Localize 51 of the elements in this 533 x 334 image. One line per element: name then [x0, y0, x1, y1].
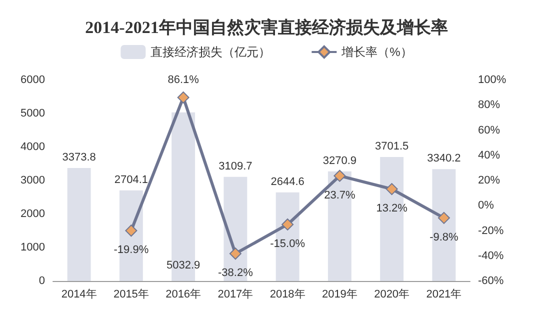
bar [67, 168, 91, 281]
x-tick-label: 2018年 [270, 288, 306, 300]
y2-tick-label: 80% [478, 99, 500, 112]
y2-tick-label: 60% [478, 124, 500, 136]
y-tick-label: 3000 [20, 174, 45, 186]
point [386, 183, 398, 196]
x-tick-label: 2020年 [374, 288, 410, 300]
data-label: 13.2% [376, 202, 408, 215]
data-label: -9.8% [430, 231, 459, 244]
y-tick-label: 5000 [20, 108, 45, 120]
x-tick-label: 2017年 [218, 288, 254, 300]
data-label: 2644.6 [270, 176, 304, 188]
x-tick-label: 2016年 [166, 288, 202, 300]
x-tick-label: 2019年 [322, 288, 358, 300]
data-label: -15.0% [270, 238, 306, 250]
data-label: -38.2% [218, 267, 254, 280]
point [177, 91, 190, 104]
data-label: 5032.9 [166, 260, 200, 272]
y2-tick-label: -40% [478, 250, 504, 262]
data-label: -19.9% [114, 244, 149, 256]
data-label: 3109.7 [218, 160, 252, 172]
y-tick-label: 6000 [20, 74, 45, 86]
y-tick-label: 0 [38, 275, 45, 287]
x-tick-label: 2021年 [426, 288, 462, 300]
data-label: 3701.5 [374, 140, 409, 152]
legend-label: 增长率（%） [340, 45, 412, 59]
y2-tick-label: 20% [478, 174, 500, 186]
chart-title: 2014-2021年中国自然灾害直接经济损失及增长率 [85, 18, 448, 37]
data-label: 2704.1 [114, 174, 148, 186]
data-label: 23.7% [324, 189, 356, 202]
point [282, 218, 294, 230]
y2-tick-label: -20% [478, 224, 504, 237]
point [438, 212, 450, 224]
data-label: 3373.8 [62, 151, 96, 164]
y2-tick-label: 0% [478, 200, 494, 212]
legend-label: 直接经济损失（亿元） [150, 45, 271, 59]
x-tick-label: 2015年 [113, 288, 149, 300]
point [334, 170, 346, 182]
y2-tick-label: 40% [478, 149, 500, 162]
y-tick-label: 2000 [20, 208, 45, 220]
y-tick-label: 4000 [20, 141, 45, 153]
y2-tick-label: 100% [478, 74, 506, 86]
bar [432, 169, 456, 281]
point [125, 224, 138, 237]
y-tick-label: 1000 [20, 242, 45, 254]
x-tick-label: 2014年 [61, 288, 97, 300]
point [229, 248, 242, 260]
data-label: 86.1% [168, 74, 200, 86]
y2-tick-label: -60% [478, 275, 504, 287]
data-label: 3270.9 [322, 154, 357, 167]
data-label: 3340.2 [427, 152, 461, 165]
